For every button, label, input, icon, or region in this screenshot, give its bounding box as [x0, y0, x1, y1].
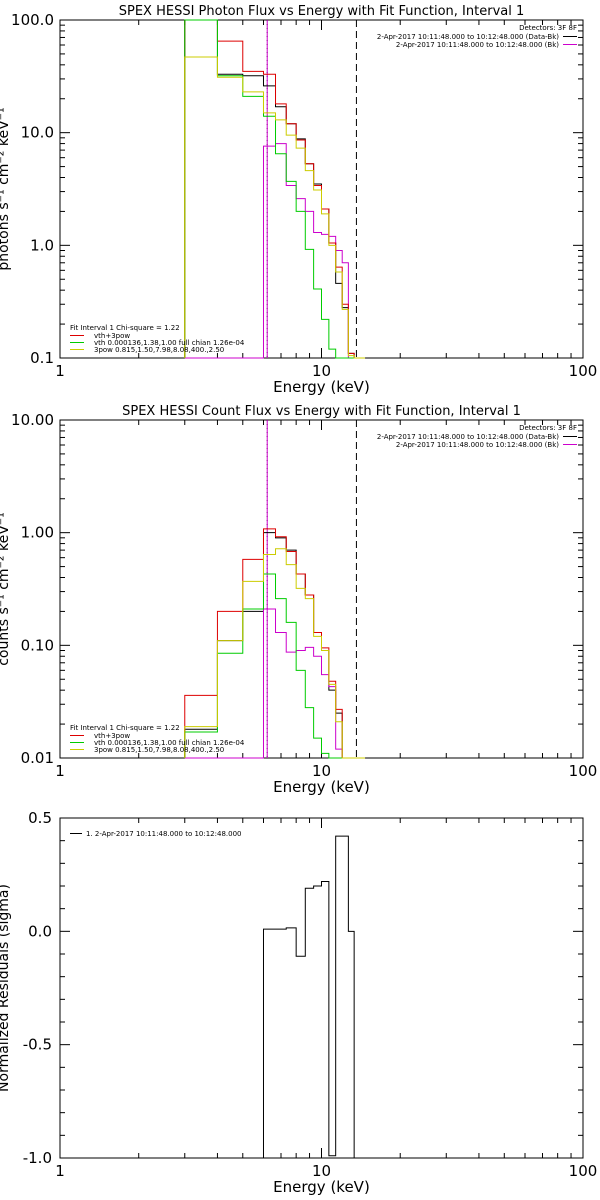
y-tick-label: -0.5 — [23, 1036, 52, 1054]
series-vth-3pow — [184, 19, 366, 359]
chart-title: SPEX HESSI Count Flux vs Energy with Fit… — [122, 404, 521, 419]
series-vth-3pow — [184, 528, 366, 759]
y-tick-label: 10.00 — [11, 411, 54, 429]
legend-entry: 3pow 0.815,1.50,7.98,8.08,400.,2.50 — [94, 346, 224, 354]
x-axis-label: Energy (keV) — [273, 1178, 370, 1196]
chart-panel-2: 1 10 100 0.01 0.10 1.00 10.00 SPEX HESSI Count … — [0, 404, 597, 796]
series-vth — [184, 19, 366, 359]
y-tick-label: -1.0 — [23, 1149, 52, 1167]
legend-entry: 2-Apr-2017 10:11:48.000 to 10:12:48.000 … — [377, 33, 559, 41]
series-data-bk — [184, 532, 366, 759]
x-tick-label: 1 — [55, 362, 65, 380]
x-tick-label: 1 — [55, 762, 65, 780]
series-bk — [184, 143, 366, 359]
y-tick-label: 1.0 — [30, 236, 54, 254]
legend-entry: 2-Apr-2017 10:11:48.000 to 10:12:48.000 … — [396, 441, 559, 449]
series-data-bk — [184, 19, 366, 359]
x-tick-label: 100 — [569, 362, 598, 380]
legend-entry: 1. 2-Apr-2017 10:11:48.000 to 10:12:48.0… — [86, 830, 241, 838]
y-tick-label: 100.0 — [11, 11, 54, 29]
y-axis-label: counts s⁻¹ cm⁻² keV⁻¹ — [0, 512, 12, 666]
legend-entry: 2-Apr-2017 10:11:48.000 to 10:12:48.000 … — [377, 433, 559, 441]
x-axis-label: Energy (keV) — [273, 378, 370, 396]
y-tick-label: 0.0 — [28, 922, 52, 940]
x-tick-label: 10 — [312, 1162, 331, 1180]
x-axis-label: Energy (keV) — [273, 778, 370, 796]
y-tick-label: 0.5 — [28, 809, 52, 827]
chart-panel-1: 1 10 100 0.1 1.0 10.0 100.0 SPEX HESSI Photon F… — [0, 4, 597, 396]
legend-detectors: Detectors: 3F 8F — [519, 24, 577, 32]
legend-fit-header: Fit Interval 1 Chi-square = 1.22 — [70, 724, 180, 732]
y-axis-label: Normalized Residuals (sigma) — [0, 884, 12, 1092]
series-3pow — [184, 548, 366, 759]
y-axis-label: photons s⁻¹ cm⁻² keV⁻¹ — [0, 107, 12, 270]
x-tick-label: 10 — [312, 362, 331, 380]
x-tick-label: 100 — [569, 1162, 598, 1180]
legend-entry: vth+3pow — [94, 332, 130, 340]
y-tick-label: 1.00 — [21, 524, 54, 542]
y-tick-label: 10.0 — [21, 124, 54, 142]
legend-fit-header: Fit Interval 1 Chi-square = 1.22 — [70, 324, 180, 332]
series-1- — [262, 835, 355, 1158]
y-tick-label: 0.10 — [21, 636, 54, 654]
legend-detectors: Detectors: 3F 8F — [519, 424, 577, 432]
plot-frame — [59, 419, 584, 759]
x-tick-label: 100 — [569, 762, 598, 780]
plot-frame — [59, 817, 584, 1159]
legend-entry: vth 0.000136,1.38,1.00 full chian 1.26e-… — [94, 339, 245, 347]
chart-panel-3: 1 10 100 -1.0 -0.5 0.0 0.5 Energy (keV) Normaliz… — [0, 809, 597, 1196]
legend-entry: 2-Apr-2017 10:11:48.000 to 10:12:48.000 … — [396, 41, 559, 49]
y-tick-label: 0.1 — [30, 349, 54, 367]
legend-entry: vth+3pow — [94, 732, 130, 740]
legend-entry: 3pow 0.815,1.50,7.98,8.08,400.,2.50 — [94, 746, 224, 754]
series-bk — [184, 608, 366, 759]
x-tick-label: 1 — [55, 1162, 65, 1180]
series-vth — [184, 573, 366, 759]
chart-title: SPEX HESSI Photon Flux vs Energy with Fi… — [119, 4, 525, 19]
x-tick-label: 10 — [312, 762, 331, 780]
series-3pow — [184, 56, 366, 359]
legend-entry: vth 0.000136,1.38,1.00 full chian 1.26e-… — [94, 739, 245, 747]
y-tick-label: 0.01 — [21, 749, 54, 767]
